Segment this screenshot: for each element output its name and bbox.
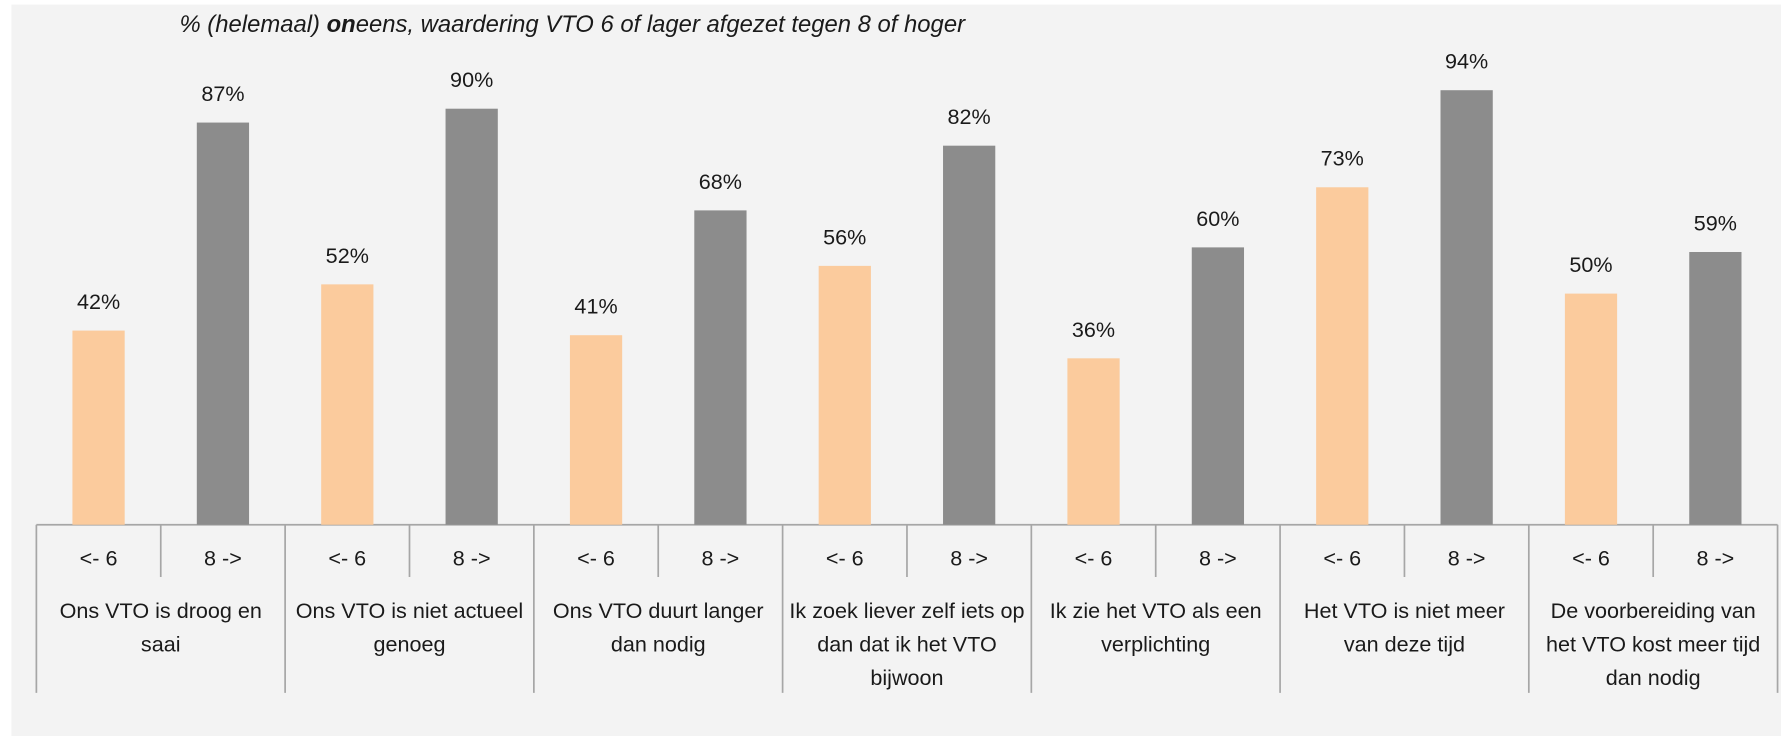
label-line: van deze tijd [1344, 631, 1465, 656]
category-label: Ons VTO is droog en saai [60, 598, 262, 657]
label-line: Ons VTO is droog en [60, 598, 262, 623]
bar [569, 335, 623, 525]
bar [1191, 247, 1245, 525]
label-line: het VTO kost meer tijd [1546, 631, 1760, 656]
bar [196, 122, 250, 525]
bar [72, 330, 125, 525]
value-label: 52% [326, 243, 369, 268]
title-part: on [327, 11, 356, 38]
sub-category-label: 8 -> [1696, 546, 1734, 571]
sub-category-label: 8 -> [950, 546, 988, 571]
sub-category-label: 8 -> [702, 546, 740, 571]
sub-category-label: 8 -> [1199, 546, 1237, 571]
category-label: Ons VTO duurt langer dan nodig [553, 598, 764, 657]
label-line: verplichting [1101, 631, 1210, 656]
chart-title: % (helemaal) oneens, waardering VTO 6 of… [179, 11, 966, 38]
bar [321, 284, 374, 525]
bar [1689, 252, 1742, 525]
label-line: Ik zie het VTO als een [1050, 598, 1262, 623]
value-label: 42% [77, 289, 120, 314]
label-line: Ons VTO duurt langer [553, 598, 764, 623]
label-line: Ik zoek liever zelf iets op [789, 598, 1024, 623]
value-label: 73% [1321, 146, 1364, 171]
value-label: 36% [1072, 317, 1115, 342]
category-label: Het VTO is niet meer van deze tijd [1304, 598, 1505, 657]
value-label: 50% [1569, 252, 1612, 277]
sub-category-label: <- 6 [328, 546, 366, 571]
label-line: bijwoon [870, 665, 943, 690]
category-label: De voorbereiding van het VTO kost meer ti… [1546, 598, 1760, 690]
bar [694, 210, 747, 525]
bar [1067, 358, 1120, 525]
sub-category-label: <- 6 [1572, 546, 1610, 571]
bar [1564, 293, 1618, 525]
category-label: Ons VTO is niet actueel genoeg [296, 598, 523, 657]
label-line: De voorbereiding van [1551, 598, 1756, 623]
label-line: dan dat ik het VTO [817, 631, 997, 656]
label-line: dan nodig [611, 631, 706, 656]
value-label: 56% [823, 224, 866, 249]
title-part: % (helemaal) [179, 11, 326, 38]
label-line: Het VTO is niet meer [1304, 598, 1505, 623]
label-line: dan nodig [1606, 665, 1701, 690]
sub-category-label: <- 6 [80, 546, 118, 571]
bar [1440, 90, 1493, 525]
bar [1316, 187, 1369, 525]
label-line: genoeg [373, 631, 445, 656]
label-line: Ons VTO is niet actueel [296, 598, 523, 623]
label-line: saai [141, 631, 181, 656]
sub-category-label: 8 -> [204, 546, 242, 571]
sub-category-label: <- 6 [577, 546, 615, 571]
sub-category-label: <- 6 [1075, 546, 1113, 571]
value-label: 94% [1445, 49, 1488, 74]
category-label: Ik zoek liever zelf iets op dan dat ik he… [789, 598, 1024, 690]
sub-category-label: 8 -> [453, 546, 491, 571]
value-label: 82% [948, 104, 991, 129]
category-label: Ik zie het VTO als een verplichting [1050, 598, 1262, 657]
value-label: 41% [574, 294, 617, 319]
plot-background [11, 4, 1781, 736]
value-label: 59% [1694, 210, 1737, 235]
sub-category-label: <- 6 [1323, 546, 1361, 571]
sub-category-label: <- 6 [826, 546, 864, 571]
value-label: 90% [450, 67, 493, 92]
value-label: 60% [1196, 206, 1239, 231]
bar [818, 265, 871, 525]
value-label: 87% [201, 81, 244, 106]
value-label: 68% [699, 169, 742, 194]
bar [445, 108, 498, 525]
bar [943, 145, 996, 525]
title-part: eens, waardering VTO 6 of lager afgezet … [356, 11, 966, 38]
sub-category-label: 8 -> [1448, 546, 1486, 571]
